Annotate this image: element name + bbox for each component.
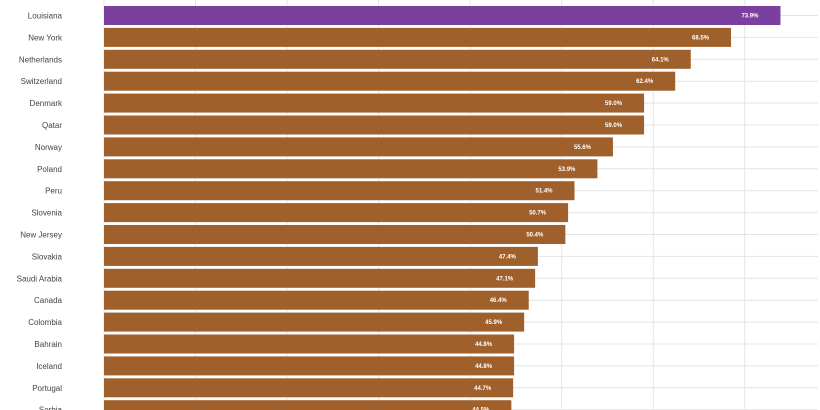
value-label: 50.4% xyxy=(526,233,544,239)
value-label: 51.4% xyxy=(535,189,553,195)
bar-portugal xyxy=(104,378,514,398)
value-labels-group: 73.9% 68.5% 64.1% 62.4% 59.0% 59.0% 55.6% 53.9%… xyxy=(472,14,759,410)
category-label: Canada xyxy=(34,296,63,305)
category-label: Louisiana xyxy=(28,12,63,21)
bars-group xyxy=(104,6,781,410)
category-label: New Jersey xyxy=(20,231,62,240)
value-label: 44.8% xyxy=(475,342,493,348)
category-label: Bahrain xyxy=(34,340,62,349)
bar-poland xyxy=(104,159,598,179)
category-label: Qatar xyxy=(42,121,62,130)
category-labels-group: Louisiana New York Netherlands Switzerland D… xyxy=(17,12,63,410)
category-label: Poland xyxy=(37,165,62,174)
value-label: 46.4% xyxy=(490,298,508,304)
bar-switzerland xyxy=(104,71,676,91)
category-label: Portugal xyxy=(32,384,62,393)
value-label: 44.8% xyxy=(475,364,493,370)
value-label: 68.5% xyxy=(692,35,710,41)
value-label: 55.6% xyxy=(574,145,592,151)
category-label: Colombia xyxy=(28,318,62,327)
category-label: Slovenia xyxy=(31,209,62,218)
value-label: 53.9% xyxy=(558,167,576,173)
bar-netherlands xyxy=(104,49,691,69)
bar-denmark xyxy=(104,93,645,113)
bar-qatar xyxy=(104,115,645,135)
value-label: 50.7% xyxy=(529,211,547,217)
category-label: New York xyxy=(28,33,63,42)
value-label: 64.1% xyxy=(652,57,670,63)
bar-colombia xyxy=(104,312,525,332)
bar-slovakia xyxy=(104,246,538,266)
value-label: 47.1% xyxy=(496,276,514,282)
bar-peru xyxy=(104,181,575,201)
bar-new-jersey xyxy=(104,225,566,244)
bar-iceland xyxy=(104,356,515,376)
bar-canada xyxy=(104,290,529,310)
category-label: Netherlands xyxy=(19,55,62,64)
category-label: Norway xyxy=(35,143,62,152)
bar-serbia xyxy=(104,400,512,410)
category-label: Denmark xyxy=(30,99,63,108)
category-label: Saudi Arabia xyxy=(17,274,63,283)
category-label: Peru xyxy=(45,187,62,196)
value-label: 44.7% xyxy=(474,386,492,392)
bar-bahrain xyxy=(104,334,515,354)
value-label: 45.9% xyxy=(485,320,503,326)
bar-slovenia xyxy=(104,203,569,223)
category-label: Switzerland xyxy=(21,77,62,86)
value-label: 59.0% xyxy=(605,123,623,129)
category-label: Slovakia xyxy=(32,252,63,261)
value-label: 44.5% xyxy=(472,408,490,410)
value-label: 73.9% xyxy=(741,14,759,20)
bar-norway xyxy=(104,137,613,157)
bar-louisiana xyxy=(104,6,781,25)
value-label: 59.0% xyxy=(605,101,623,107)
bar-new-york xyxy=(104,27,732,47)
bar-saudi-arabia xyxy=(104,268,536,288)
value-label: 47.4% xyxy=(499,254,517,260)
category-label: Iceland xyxy=(36,362,62,371)
value-label: 62.4% xyxy=(636,79,654,85)
category-label: Serbia xyxy=(39,406,63,410)
